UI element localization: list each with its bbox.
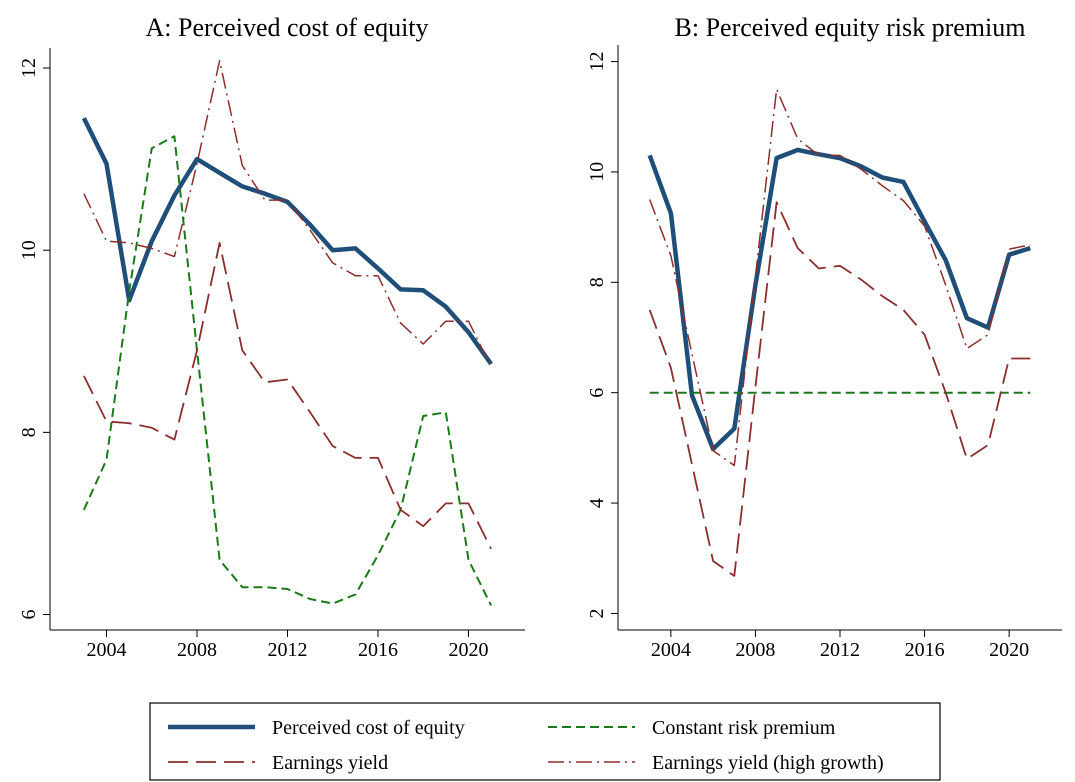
y-tick-label: 10 <box>586 162 608 182</box>
y-tick-label: 12 <box>18 58 40 78</box>
x-tick-label: 2004 <box>651 639 691 661</box>
series-line <box>648 201 1031 577</box>
x-tick-label: 2020 <box>989 639 1029 661</box>
x-tick-label: 2016 <box>358 639 398 661</box>
y-tick-label: 6 <box>586 388 608 398</box>
series-line <box>647 147 1031 452</box>
x-tick-label: 2020 <box>448 639 488 661</box>
series-line <box>82 135 492 606</box>
chart-title: B: Perceived equity risk premium <box>675 13 1026 42</box>
legend-box <box>149 702 941 781</box>
y-tick-label: 4 <box>586 498 608 508</box>
x-tick-label: 2008 <box>177 639 217 661</box>
y-tick-label: 12 <box>586 52 608 72</box>
legend-label: Earnings yield (high growth) <box>652 752 884 774</box>
x-tick-label: 2008 <box>735 639 775 661</box>
series-line <box>648 88 1031 467</box>
x-tick-label: 2012 <box>820 639 860 661</box>
chart-title: A: Perceived cost of equity <box>145 13 428 42</box>
series-line <box>81 117 493 366</box>
legend-label: Perceived cost of equity <box>272 717 465 739</box>
series-line <box>83 60 492 368</box>
y-tick-label: 2 <box>586 608 608 618</box>
y-tick-label: 6 <box>18 610 40 620</box>
x-tick-label: 2004 <box>87 639 127 661</box>
y-tick-label: 8 <box>586 277 608 287</box>
legend-label: Earnings yield <box>272 752 388 774</box>
x-tick-label: 2012 <box>268 639 308 661</box>
series-line <box>83 242 492 550</box>
x-tick-label: 2016 <box>905 639 945 661</box>
y-tick-label: 8 <box>18 427 40 437</box>
y-tick-label: 10 <box>18 240 40 260</box>
legend-label: Constant risk premium <box>652 717 836 739</box>
